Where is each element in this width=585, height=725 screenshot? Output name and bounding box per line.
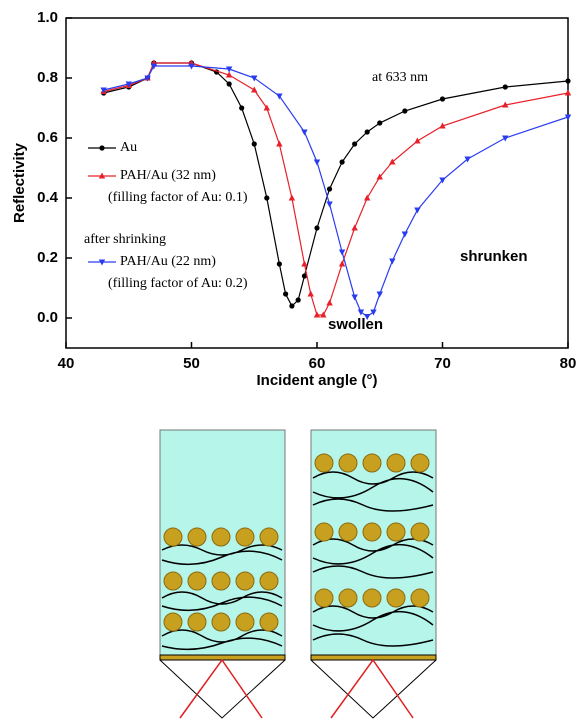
- legend-note: (filling factor of Au: 0.2): [108, 276, 248, 291]
- data-point: [301, 130, 307, 136]
- gold-film: [311, 655, 436, 660]
- legend-note: (filling factor of Au: 0.1): [108, 190, 248, 205]
- y-tick-label: 0.2: [37, 249, 58, 266]
- legend-marker: [99, 145, 104, 150]
- data-point: [377, 120, 382, 125]
- diagram: [160, 430, 436, 718]
- data-point: [308, 291, 314, 297]
- data-point: [251, 76, 257, 82]
- data-point: [414, 138, 420, 144]
- y-tick-label: 0.0: [37, 309, 58, 326]
- x-tick-label: 70: [434, 355, 451, 372]
- data-point: [351, 225, 357, 231]
- data-point: [351, 295, 357, 301]
- x-tick-label: 80: [560, 355, 577, 372]
- x-axis-label: Incident angle (°): [256, 372, 377, 389]
- series-line: [104, 63, 568, 306]
- legend-note: after shrinking: [84, 232, 166, 247]
- y-tick-label: 1.0: [37, 9, 58, 26]
- data-point: [327, 186, 332, 191]
- data-point: [264, 195, 269, 200]
- page: {"chart_data":{"type":"line", "xlabel":"…: [0, 0, 585, 725]
- data-point: [502, 136, 508, 142]
- data-point: [440, 96, 445, 101]
- data-point: [340, 159, 345, 164]
- legend-label: PAH/Au (32 nm): [120, 168, 216, 183]
- data-point: [251, 87, 257, 93]
- data-point: [326, 202, 332, 208]
- data-point: [296, 297, 301, 302]
- data-point: [301, 261, 307, 267]
- chart: 0.0 0.2 0.4 0.6 0.8 1.0 40 50 60 70 80 Incident ang…: [11, 9, 576, 389]
- x-tick-label: 60: [309, 355, 326, 372]
- annotation: swollen: [328, 316, 383, 333]
- y-tick-label: 0.6: [37, 129, 58, 146]
- legend-label: Au: [120, 140, 137, 155]
- data-point: [402, 232, 408, 238]
- data-point: [358, 310, 364, 316]
- data-point: [276, 141, 282, 147]
- gold-film: [160, 655, 285, 660]
- x-tick-label: 50: [183, 355, 200, 372]
- legend-label: PAH/Au (22 nm): [120, 254, 216, 269]
- y-tick-label: 0.8: [37, 69, 58, 86]
- data-point: [326, 300, 332, 306]
- data-point: [389, 259, 395, 265]
- data-point: [289, 195, 295, 201]
- data-point: [283, 291, 288, 296]
- data-point: [402, 108, 407, 113]
- data-point: [565, 78, 570, 83]
- light-path: [180, 660, 413, 718]
- data-point: [289, 303, 294, 308]
- figure: 0.0 0.2 0.4 0.6 0.8 1.0 40 50 60 70 80 Incident ang…: [0, 0, 585, 725]
- y-axis-label: Reflectivity: [11, 142, 28, 223]
- annotation: shrunken: [460, 248, 528, 265]
- data-point: [352, 141, 357, 146]
- data-point: [370, 310, 376, 316]
- data-point: [227, 81, 232, 86]
- x-tick-label: 40: [58, 355, 75, 372]
- y-tick-label: 0.4: [37, 189, 59, 206]
- data-point: [252, 141, 257, 146]
- data-point: [239, 105, 244, 110]
- data-point: [377, 292, 383, 298]
- annotation: at 633 nm: [372, 70, 428, 85]
- data-point: [565, 90, 571, 96]
- data-point: [339, 250, 345, 256]
- data-point: [314, 225, 319, 230]
- data-point: [503, 84, 508, 89]
- data-point: [277, 261, 282, 266]
- data-point: [365, 129, 370, 134]
- data-point: [414, 208, 420, 214]
- data-point: [314, 160, 320, 166]
